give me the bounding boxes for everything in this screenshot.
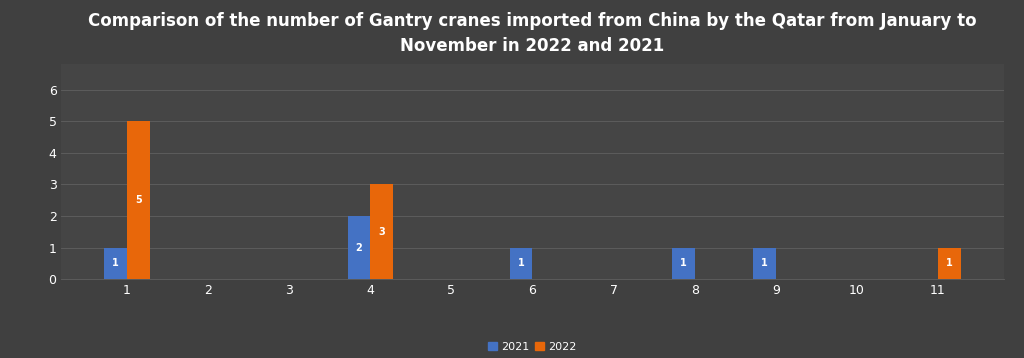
Bar [127, 121, 150, 279]
Text: 5: 5 [135, 195, 141, 205]
Bar [104, 248, 127, 279]
Bar [371, 184, 393, 279]
Text: 1: 1 [946, 258, 952, 268]
Bar [672, 248, 694, 279]
Text: 3: 3 [378, 227, 385, 237]
Bar [510, 248, 532, 279]
Text: 1: 1 [761, 258, 768, 268]
Bar [753, 248, 776, 279]
Text: 1: 1 [113, 258, 119, 268]
Bar [347, 216, 371, 279]
Bar [938, 248, 961, 279]
Title: Comparison of the number of Gantry cranes imported from China by the Qatar from : Comparison of the number of Gantry crane… [88, 11, 977, 54]
Text: 1: 1 [518, 258, 524, 268]
Text: 1: 1 [680, 258, 687, 268]
Legend: 2021, 2022: 2021, 2022 [484, 339, 581, 355]
Text: 2: 2 [355, 243, 362, 253]
